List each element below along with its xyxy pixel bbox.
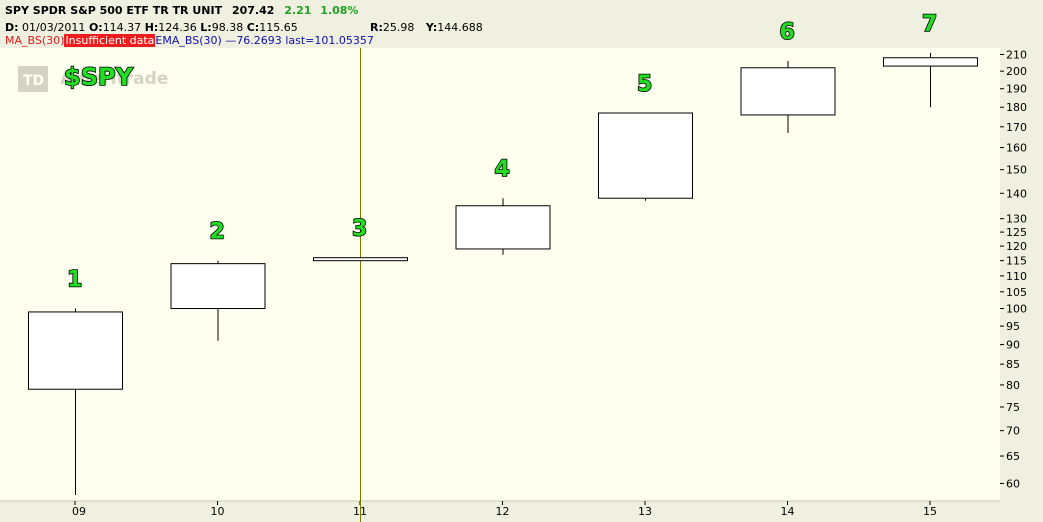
price-change-pct: 1.08% bbox=[320, 4, 359, 17]
high-label: H: bbox=[144, 21, 159, 34]
candle-body[interactable] bbox=[313, 257, 408, 262]
y-tick-label: 150 bbox=[1006, 164, 1027, 177]
ema-last: last=101.05357 bbox=[285, 34, 374, 47]
high-value: 124.36 bbox=[158, 21, 197, 34]
y-tick-label: 160 bbox=[1006, 142, 1027, 155]
y-tick-label: 110 bbox=[1006, 270, 1027, 283]
candle-number-label: 3 bbox=[352, 217, 367, 242]
ma-status-badge: Insufficient data bbox=[64, 34, 156, 47]
chart-header: SPY SPDR S&P 500 ETF TR TR UNIT 207.42 2… bbox=[0, 0, 1043, 48]
ma-label[interactable]: MA_BS(30) bbox=[5, 34, 65, 47]
indicator-line: MA_BS(30)Insufficient dataEMA_BS(30) —76… bbox=[5, 34, 374, 47]
open-value: 114.37 bbox=[102, 21, 142, 34]
candle-number-label: 7 bbox=[922, 12, 937, 37]
watermark-text: Ameritrade bbox=[60, 69, 168, 89]
low-label: L: bbox=[200, 21, 212, 34]
x-tick-label: 15 bbox=[923, 505, 937, 518]
low-value: 98.38 bbox=[211, 21, 244, 34]
y-tick-label: 75 bbox=[1006, 401, 1020, 414]
watermark-logo: TD bbox=[23, 73, 44, 89]
candles bbox=[28, 52, 978, 496]
plot-area[interactable] bbox=[0, 48, 1000, 501]
range-label: R: bbox=[370, 21, 383, 34]
ohlc-line: D: 01/03/2011 O:114.37 H:124.36 L:98.38 … bbox=[5, 21, 298, 34]
y-tick-label: 90 bbox=[1006, 339, 1020, 352]
range-readout: R:25.98 Y:144.688 bbox=[370, 21, 483, 34]
ema-label[interactable]: EMA_BS(30) bbox=[155, 34, 222, 47]
y-tick-label: 105 bbox=[1006, 286, 1027, 299]
candle-body[interactable] bbox=[740, 67, 836, 116]
watermark-logo-box bbox=[18, 66, 48, 92]
candle-body[interactable] bbox=[170, 263, 266, 310]
y-tick-label: 140 bbox=[1006, 187, 1027, 200]
candle-body[interactable] bbox=[883, 57, 978, 67]
x-tick-label: 12 bbox=[496, 505, 510, 518]
x-tick-label: 14 bbox=[781, 505, 795, 518]
symbol-title: SPY SPDR S&P 500 ETF TR TR UNIT bbox=[5, 4, 223, 17]
candle-number-label: 6 bbox=[780, 20, 795, 45]
y-tick-label: 85 bbox=[1006, 358, 1020, 371]
candle-number-label: 2 bbox=[210, 220, 225, 245]
y-tick-label: 125 bbox=[1006, 226, 1027, 239]
candle-body[interactable] bbox=[598, 112, 693, 199]
open-label: O: bbox=[88, 21, 103, 34]
y-tick-label: 80 bbox=[1006, 379, 1020, 392]
y-tick-label: 180 bbox=[1006, 101, 1027, 114]
title-line: SPY SPDR S&P 500 ETF TR TR UNIT 207.42 2… bbox=[5, 4, 358, 17]
date-label: D: bbox=[5, 21, 19, 34]
y-tick-label: 70 bbox=[1006, 425, 1020, 438]
y-tick-label: 115 bbox=[1006, 255, 1027, 268]
range-value: 25.98 bbox=[382, 21, 415, 34]
y-tick-label: 210 bbox=[1006, 48, 1027, 61]
close-value: 115.65 bbox=[259, 21, 298, 34]
x-tick-label: 13 bbox=[638, 505, 652, 518]
watermark: TD Ameritrade bbox=[18, 66, 168, 92]
candle-number-label: 1 bbox=[67, 268, 82, 293]
date-value: 01/03/2011 bbox=[22, 21, 86, 34]
price-change: 2.21 bbox=[284, 4, 312, 17]
y-tick-label: 120 bbox=[1006, 240, 1027, 253]
y-tick-label: 170 bbox=[1006, 121, 1027, 134]
y-tick-label: 100 bbox=[1006, 303, 1027, 316]
candle-body[interactable] bbox=[28, 311, 123, 390]
candle-body[interactable] bbox=[455, 205, 551, 250]
y-tick-label: 60 bbox=[1006, 477, 1020, 490]
y-tick-label: 200 bbox=[1006, 65, 1027, 78]
candle-number-label: 4 bbox=[495, 157, 510, 182]
x-tick-label: 09 bbox=[72, 505, 86, 518]
y-value: 144.688 bbox=[437, 21, 483, 34]
candle-number-label: 5 bbox=[637, 72, 652, 97]
x-tick-label: 10 bbox=[211, 505, 225, 518]
symbol-label: $SPY bbox=[64, 63, 134, 91]
ema-value: —76.2693 bbox=[225, 34, 282, 47]
close-label: C: bbox=[246, 21, 260, 34]
y-tick-label: 95 bbox=[1006, 320, 1020, 333]
y-tick-label: 65 bbox=[1006, 450, 1020, 463]
time-axis-area[interactable] bbox=[0, 501, 1000, 522]
y-tick-label: 190 bbox=[1006, 83, 1027, 96]
y-tick-label: 130 bbox=[1006, 213, 1027, 226]
price-axis-area[interactable] bbox=[1000, 48, 1043, 522]
last-price: 207.42 bbox=[231, 4, 275, 17]
candle-labels: 1 2 3 4 5 6 7 bbox=[66, 11, 938, 293]
y-label: Y: bbox=[425, 21, 438, 34]
